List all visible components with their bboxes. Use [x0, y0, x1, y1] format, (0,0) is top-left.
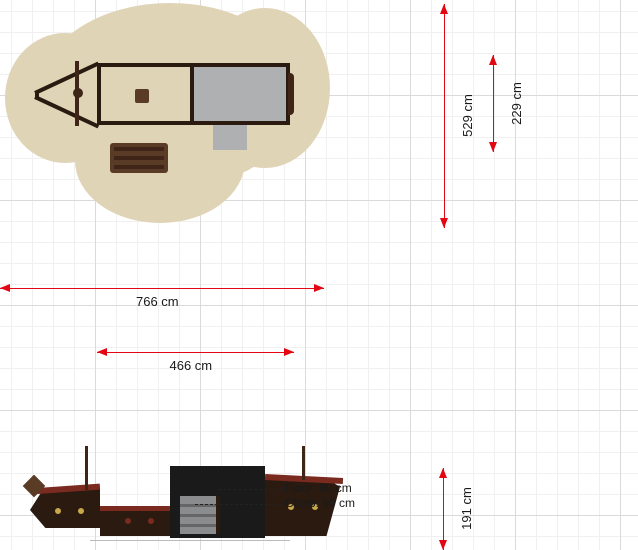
dim-label: 529 cm — [460, 94, 475, 137]
climb-label: Climb: 90 cm — [285, 496, 355, 510]
climb-leader — [195, 504, 283, 505]
floor-label: Floor: 90 cm — [285, 481, 352, 495]
floor-leader — [218, 489, 283, 490]
dim-label: 466 cm — [170, 358, 213, 373]
dim-v — [439, 468, 447, 550]
top-view-plank — [110, 143, 168, 173]
top-view-ship — [35, 55, 290, 150]
dim-label: 229 cm — [509, 82, 524, 125]
dim-h — [97, 348, 294, 356]
dim-label: 766 cm — [136, 294, 179, 309]
dim-v — [489, 55, 497, 152]
dim-h — [0, 284, 324, 292]
dim-label: 191 cm — [459, 487, 474, 530]
dim-v — [440, 4, 448, 228]
